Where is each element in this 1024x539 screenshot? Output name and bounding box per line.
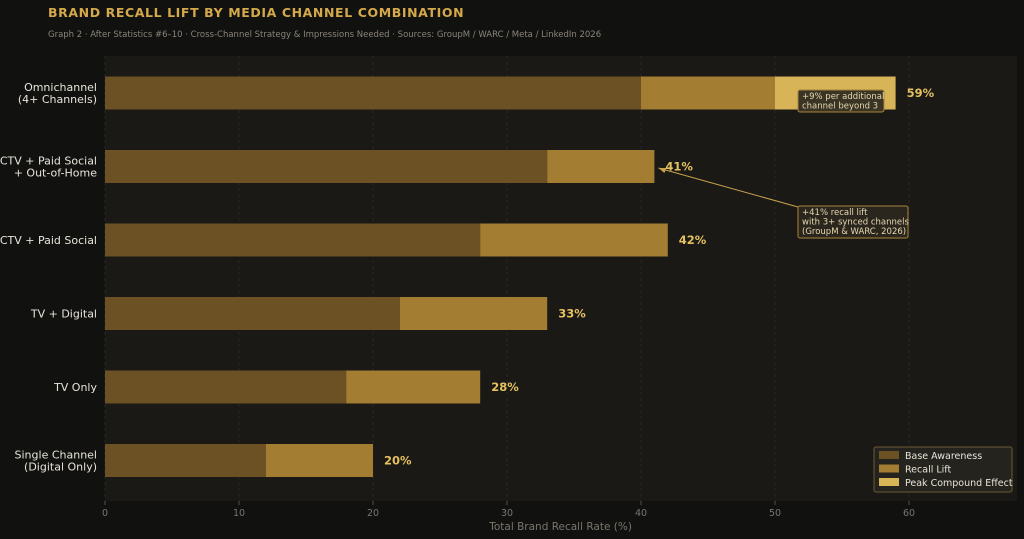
bar-total-label: 41%: [665, 160, 693, 174]
legend: Base Awareness Recall Lift Peak Compound E…: [873, 446, 1013, 493]
x-tick-label: 40: [635, 508, 647, 519]
legend-label: Peak Compound Effect: [905, 478, 1013, 489]
category-label: + Out-of-Home: [14, 167, 98, 180]
category-label: (4+ Channels): [18, 93, 97, 106]
bar-segment: [105, 297, 400, 330]
bars: [105, 76, 896, 477]
annotation-text: (GroupM & WARC, 2026): [802, 227, 906, 237]
bar-total-label: 59%: [907, 86, 935, 100]
category-label: (Digital Only): [24, 461, 97, 474]
bar-segment: [105, 444, 266, 477]
x-tick-label: 0: [102, 508, 108, 519]
bar-total-label: 33%: [558, 307, 586, 321]
bar-segment: [399, 297, 548, 330]
x-axis-title: Total Brand Recall Rate (%): [488, 521, 632, 533]
category-label: CTV + Paid Social: [0, 234, 97, 247]
bar-segment: [105, 150, 548, 183]
total-labels: 59% 41% 42% 33% 28% 20%: [384, 86, 935, 468]
category-label: TV Only: [53, 381, 97, 394]
annotation-text: with 3+ synced channels: [802, 218, 909, 228]
category-label: Single Channel: [15, 449, 97, 462]
annotation-box: [797, 205, 909, 239]
bar-segment: [105, 223, 481, 257]
x-ticks: 0 10 20 30 40 50 60: [102, 501, 915, 519]
annotation-arrow: [658, 167, 799, 208]
bar-segment: [105, 76, 641, 110]
bar-segment: [105, 370, 347, 404]
x-tick-label: 20: [367, 508, 379, 519]
chart-title: BRAND RECALL LIFT BY MEDIA CHANNEL COMBI…: [48, 5, 465, 20]
legend-swatch: [879, 464, 899, 473]
category-label: TV + Digital: [30, 308, 97, 321]
category-labels: Omnichannel(4+ Channels) CTV + Paid Socia…: [0, 81, 97, 474]
category-label: CTV + Paid Social: [0, 155, 97, 168]
legend-label: Base Awareness: [905, 451, 982, 462]
grid-lines: [104, 56, 910, 501]
category-label: Omnichannel: [24, 81, 97, 94]
bar-segment: [641, 76, 775, 110]
bar-segment: [265, 444, 373, 477]
annotation-box: [797, 89, 885, 113]
legend-swatch: [879, 451, 899, 459]
x-tick-label: 50: [769, 508, 781, 519]
legend-swatch: [879, 478, 899, 486]
bar-segment: [480, 223, 668, 257]
legend-label: Recall Lift: [905, 465, 951, 476]
annotation-text: channel beyond 3: [802, 102, 878, 112]
chart-subtitle: Graph 2 · After Statistics #6–10 · Cross…: [48, 30, 602, 40]
bar-segment: [547, 150, 655, 183]
x-tick-label: 10: [233, 508, 245, 519]
bar-total-label: 42%: [679, 233, 707, 247]
annotation-text: +9% per additional: [802, 92, 884, 102]
x-tick-label: 30: [501, 508, 513, 519]
annotation-text: +41% recall lift: [802, 208, 868, 218]
arrow-head: [658, 168, 667, 173]
plot-area: [105, 56, 1017, 501]
x-tick-label: 60: [903, 508, 915, 519]
bar-total-label: 28%: [491, 380, 519, 394]
bar-total-label: 20%: [384, 454, 412, 468]
legend-box: [873, 446, 1013, 493]
bar-segment: [346, 370, 481, 404]
